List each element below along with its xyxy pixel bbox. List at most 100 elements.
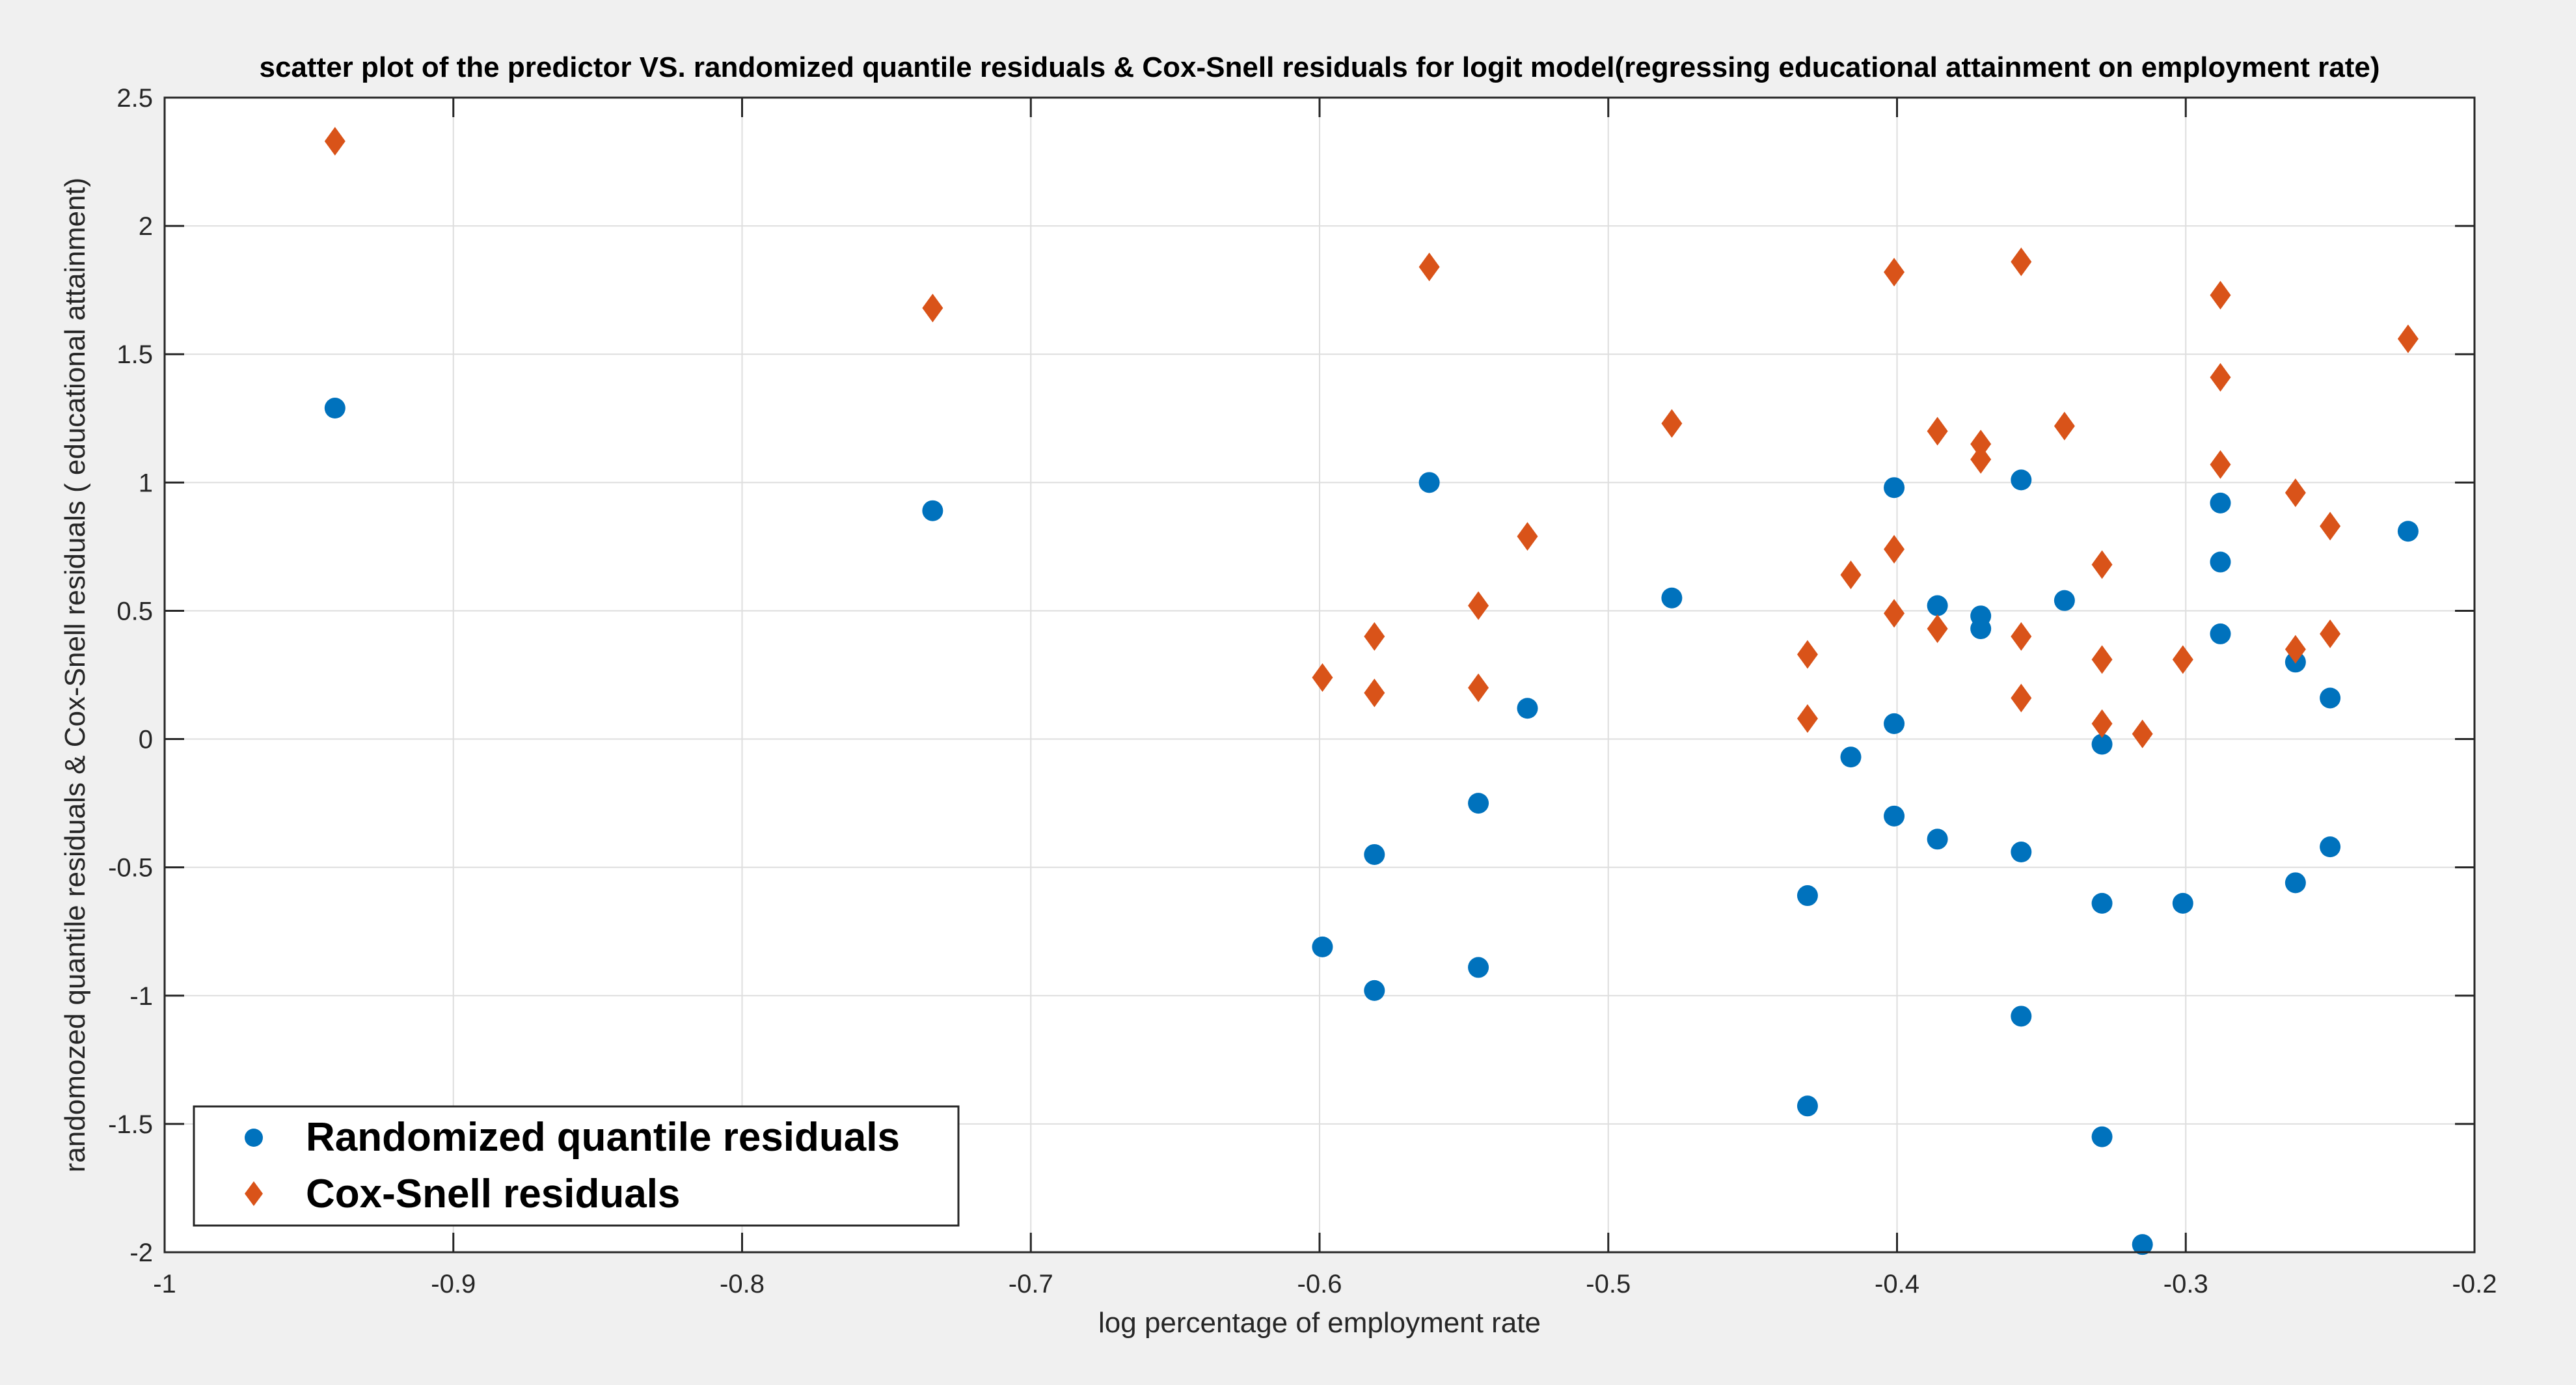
coxsnell-residual-point (1884, 258, 1905, 287)
x-tick-label: -0.6 (1297, 1270, 1342, 1298)
coxsnell-residual-point (2091, 645, 2113, 674)
randomized-residual-point (1364, 980, 1385, 1001)
coxsnell-residual-point (1884, 534, 1905, 564)
randomized-residual-point (1517, 698, 1538, 719)
legend-label-coxsnell: Cox-Snell residuals (306, 1172, 680, 1216)
randomized-residual-point (2011, 469, 2032, 491)
y-tick-label: -1.5 (108, 1110, 153, 1139)
coxsnell-residual-point (1927, 417, 1948, 446)
x-tick-label: -0.3 (2163, 1270, 2208, 1298)
randomized-residual-point (2210, 551, 2231, 573)
coxsnell-residual-point (1468, 673, 1489, 702)
randomized-residual-point (1796, 885, 1818, 907)
chart-title: scatter plot of the predictor VS. random… (259, 51, 2379, 83)
randomized-residual-point (1364, 843, 1385, 865)
legend-marker-randomized-icon (245, 1129, 263, 1147)
coxsnell-residual-point (2210, 281, 2231, 310)
axis-ticks: -1 -0.9 -0.8 -0.7 -0.6 -0.5 -0.4 -0.3 -0.2 -2 -1.5… (108, 84, 2497, 1298)
randomized-residual-point (2210, 623, 2231, 644)
coxsnell-residual-point (1364, 622, 1385, 651)
y-tick-label: -2 (129, 1239, 153, 1267)
coxsnell-residual-point (2210, 450, 2231, 479)
coxsnell-residual-point (1840, 560, 1862, 590)
randomized-residual-point (2011, 1006, 2032, 1027)
randomized-residual-point (1661, 587, 1683, 609)
coxsnell-residual-point (1312, 663, 1333, 692)
x-tick-label: -0.4 (1875, 1270, 1919, 1298)
randomized-residual-point (2091, 734, 2113, 755)
legend: Randomized quantile residuals Cox-Snell … (193, 1105, 960, 1227)
y-tick-label: 2 (139, 212, 153, 241)
coxsnell-residual-point (1418, 253, 1440, 282)
randomized-residual-point (2397, 521, 2419, 542)
randomized-residual-point (1468, 957, 1489, 978)
y-tick-label: 0 (139, 726, 153, 754)
coxsnell-residual-point (2285, 635, 2306, 664)
randomized-residual-point (1927, 829, 1948, 850)
x-tick-label: -0.2 (2452, 1270, 2497, 1298)
y-tick-label: 2.5 (116, 84, 153, 113)
randomized-residual-point (1840, 747, 1862, 768)
x-tick-label: -0.9 (431, 1270, 476, 1298)
randomized-residual-point (922, 500, 943, 521)
randomized-residual-point (1312, 936, 1333, 957)
randomized-residual-point (1796, 1095, 1818, 1117)
coxsnell-residual-point (2397, 324, 2419, 353)
y-axis-label: randomozed quantile residuals & Cox-Snel… (59, 178, 91, 1173)
randomized-residual-point (1884, 805, 1905, 827)
randomized-residual-point (1884, 477, 1905, 499)
coxsnell-residual-point (1796, 704, 1818, 734)
randomized-residual-point (2320, 836, 2341, 858)
coxsnell-residual-point (1364, 678, 1385, 707)
coxsnell-residual-point (1517, 522, 1538, 551)
x-axis-label: log percentage of employment rate (1098, 1307, 1541, 1339)
coxsnell-residual-point (2054, 411, 2075, 441)
coxsnell-residual-point (324, 127, 346, 156)
coxsnell-residual-point (1884, 599, 1905, 628)
randomized-residual-point (1927, 595, 1948, 616)
y-tick-label: 1 (139, 469, 153, 497)
randomized-residual-point (1418, 472, 1440, 493)
randomized-residual-point (1970, 618, 1992, 640)
coxsnell-residual-point (1970, 445, 1992, 474)
coxsnell-residual-point (1796, 640, 1818, 669)
x-tick-label: -0.5 (1586, 1270, 1631, 1298)
coxsnell-residual-point (2320, 619, 2341, 648)
coxsnell-residual-point (2210, 363, 2231, 392)
coxsnell-residual-point (2091, 709, 2113, 738)
randomized-residual-point (2285, 872, 2306, 894)
coxsnell-residual-point (1468, 591, 1489, 620)
randomized-residual-point (1884, 713, 1905, 734)
randomized-residual-point (1468, 793, 1489, 814)
randomized-residual-point (2172, 892, 2193, 914)
randomized-residual-point (2132, 1234, 2153, 1255)
coxsnell-residual-point (922, 294, 943, 323)
x-tick-label: -0.7 (1009, 1270, 1053, 1298)
data-points (324, 127, 2419, 1255)
randomized-residual-point (324, 398, 346, 419)
legend-marker-coxsnell-icon (245, 1181, 263, 1206)
randomized-residual-point (2091, 892, 2113, 914)
coxsnell-residual-point (1661, 409, 1683, 438)
randomized-residual-point (2011, 842, 2032, 863)
y-tick-label: -1 (129, 982, 153, 1011)
coxsnell-residual-point (1927, 614, 1948, 644)
coxsnell-residual-point (2172, 645, 2193, 674)
legend-label-randomized: Randomized quantile residuals (306, 1115, 900, 1160)
randomized-residual-point (2054, 590, 2075, 611)
coxsnell-residual-point (2132, 719, 2153, 748)
coxsnell-residual-point (2011, 622, 2032, 651)
coxsnell-residual-point (2091, 550, 2113, 579)
coxsnell-residual-point (2285, 478, 2306, 508)
randomized-residual-point (2210, 492, 2231, 514)
legend-box (193, 1105, 960, 1227)
randomized-residual-point (2320, 687, 2341, 709)
randomized-residual-point (2091, 1126, 2113, 1147)
x-tick-label: -1 (153, 1270, 176, 1298)
coxsnell-residual-point (2011, 247, 2032, 277)
y-tick-label: -0.5 (108, 854, 153, 883)
coxsnell-residual-point (1970, 430, 1992, 459)
y-tick-label: 0.5 (116, 597, 153, 625)
